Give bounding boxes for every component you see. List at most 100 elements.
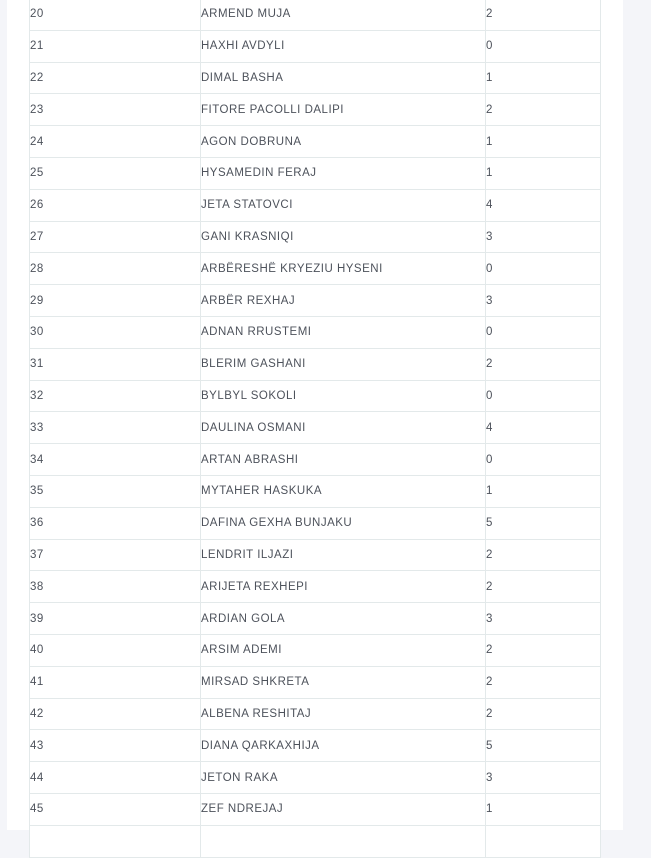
cell-name: DAFINA GEXHA BUNJAKU <box>200 506 486 540</box>
cell-number: 41 <box>29 665 201 699</box>
table-row: 39 ARDIAN GOLA 3 <box>29 602 601 635</box>
cell-number: 24 <box>29 125 201 158</box>
cell-name: JETA STATOVCI <box>200 188 486 222</box>
cell-value: 0 <box>485 252 601 286</box>
cell-number: 35 <box>29 474 201 508</box>
cell-number: 22 <box>29 61 201 95</box>
cell-number: 20 <box>29 0 201 31</box>
cell-number: 30 <box>29 315 201 349</box>
cell-number: 27 <box>29 220 201 254</box>
cell-number: 40 <box>29 633 201 667</box>
cell-name: ARBËRESHË KRYEZIU HYSENI <box>200 252 486 286</box>
cell-name: LENDRIT ILJAZI <box>200 538 486 572</box>
cell-name: MYTAHER HASKUKA <box>200 474 486 508</box>
cell-value: 2 <box>485 665 601 699</box>
cell-number: 39 <box>29 602 201 635</box>
cell-name: FITORE PACOLLI DALIPI <box>200 93 486 127</box>
table-row: 41 MIRSAD SHKRETA 2 <box>29 665 601 699</box>
cell-name: DIANA QARKAXHIJA <box>200 729 486 763</box>
cell-value: 2 <box>485 570 601 604</box>
cell-number: 25 <box>29 156 201 190</box>
cell-name: DIMAL BASHA <box>200 61 486 95</box>
table-body: 20 ARMEND MUJA 2 21 HAXHI AVDYLI 0 22 DI… <box>29 0 601 858</box>
cell-value: 2 <box>485 697 601 731</box>
cell-name: ZEF NDREJAJ <box>200 792 486 826</box>
table-row: 36 DAFINA GEXHA BUNJAKU 5 <box>29 506 601 540</box>
cell-name: DAULINA OSMANI <box>200 411 486 445</box>
table-row: 31 BLERIM GASHANI 2 <box>29 347 601 381</box>
table-row: 34 ARTAN ABRASHI 0 <box>29 443 601 476</box>
cell-number: 23 <box>29 93 201 127</box>
cell-number: 26 <box>29 188 201 222</box>
cell-value: 0 <box>485 29 601 63</box>
cell-value: 0 <box>485 379 601 413</box>
cell-number: 33 <box>29 411 201 445</box>
cell-value: 5 <box>485 729 601 763</box>
cell-number: 34 <box>29 443 201 476</box>
cell-name: ARMEND MUJA <box>200 0 486 31</box>
table-row: 35 MYTAHER HASKUKA 1 <box>29 474 601 508</box>
cell-name: BYLBYL SOKOLI <box>200 379 486 413</box>
cell-number: 43 <box>29 729 201 763</box>
table-row: 38 ARIJETA REXHEPI 2 <box>29 570 601 604</box>
members-table: 20 ARMEND MUJA 2 21 HAXHI AVDYLI 0 22 DI… <box>29 0 601 858</box>
cell-value: 0 <box>485 443 601 476</box>
table-row: 42 ALBENA RESHITAJ 2 <box>29 697 601 731</box>
cell-name: ARTAN ABRASHI <box>200 443 486 476</box>
cell-value: 4 <box>485 188 601 222</box>
cell-name: HYSAMEDIN FERAJ <box>200 156 486 190</box>
table-row: 25 HYSAMEDIN FERAJ 1 <box>29 156 601 190</box>
table-row: 29 ARBËR REXHAJ 3 <box>29 284 601 317</box>
cell-value: 2 <box>485 633 601 667</box>
table-row: 27 GANI KRASNIQI 3 <box>29 220 601 254</box>
cell-number: 45 <box>29 792 201 826</box>
table-row: 23 FITORE PACOLLI DALIPI 2 <box>29 93 601 127</box>
cell-number: 42 <box>29 697 201 731</box>
cell-name: ALBENA RESHITAJ <box>200 697 486 731</box>
content-card: 20 ARMEND MUJA 2 21 HAXHI AVDYLI 0 22 DI… <box>7 0 623 858</box>
table-row: 40 ARSIM ADEMI 2 <box>29 633 601 667</box>
table-row: 21 HAXHI AVDYLI 0 <box>29 29 601 63</box>
table-row: 26 JETA STATOVCI 4 <box>29 188 601 222</box>
table-container: 20 ARMEND MUJA 2 21 HAXHI AVDYLI 0 22 DI… <box>29 0 623 858</box>
cell-value: 2 <box>485 0 601 31</box>
cell-number: 44 <box>29 761 201 794</box>
cell-name: ARBËR REXHAJ <box>200 284 486 317</box>
table-row: 20 ARMEND MUJA 2 <box>29 0 601 31</box>
table-row: 33 DAULINA OSMANI 4 <box>29 411 601 445</box>
cell-name: AGON DOBRUNA <box>200 125 486 158</box>
cell-number: 21 <box>29 29 201 63</box>
cell-number: 36 <box>29 506 201 540</box>
cell-number: 38 <box>29 570 201 604</box>
table-row: 43 DIANA QARKAXHIJA 5 <box>29 729 601 763</box>
cell-name: MIRSAD SHKRETA <box>200 665 486 699</box>
cell-number: 31 <box>29 347 201 381</box>
cell-name: GANI KRASNIQI <box>200 220 486 254</box>
cell-name: HAXHI AVDYLI <box>200 29 486 63</box>
cell-value: 2 <box>485 347 601 381</box>
table-row: 44 JETON RAKA 3 <box>29 761 601 794</box>
cell-value: 4 <box>485 411 601 445</box>
table-row: 32 BYLBYL SOKOLI 0 <box>29 379 601 413</box>
cell-value: 2 <box>485 93 601 127</box>
cell-name: ARIJETA REXHEPI <box>200 570 486 604</box>
table-row: 22 DIMAL BASHA 1 <box>29 61 601 95</box>
cell-value: 1 <box>485 125 601 158</box>
table-row: 24 AGON DOBRUNA 1 <box>29 125 601 158</box>
table-row: 30 ADNAN RRUSTEMI 0 <box>29 315 601 349</box>
cell-number: 37 <box>29 538 201 572</box>
cell-name: ARDIAN GOLA <box>200 602 486 635</box>
cell-value: 3 <box>485 761 601 794</box>
cell-value: 1 <box>485 474 601 508</box>
cell-number: 32 <box>29 379 201 413</box>
table-row: 28 ARBËRESHË KRYEZIU HYSENI 0 <box>29 252 601 286</box>
cell-name: BLERIM GASHANI <box>200 347 486 381</box>
cell-number: 28 <box>29 252 201 286</box>
cell-number: 29 <box>29 284 201 317</box>
cell-name: JETON RAKA <box>200 761 486 794</box>
cell-value: 3 <box>485 602 601 635</box>
cell-value: 5 <box>485 506 601 540</box>
cell-value: 1 <box>485 61 601 95</box>
cell-value: 0 <box>485 315 601 349</box>
cell-name: ADNAN RRUSTEMI <box>200 315 486 349</box>
